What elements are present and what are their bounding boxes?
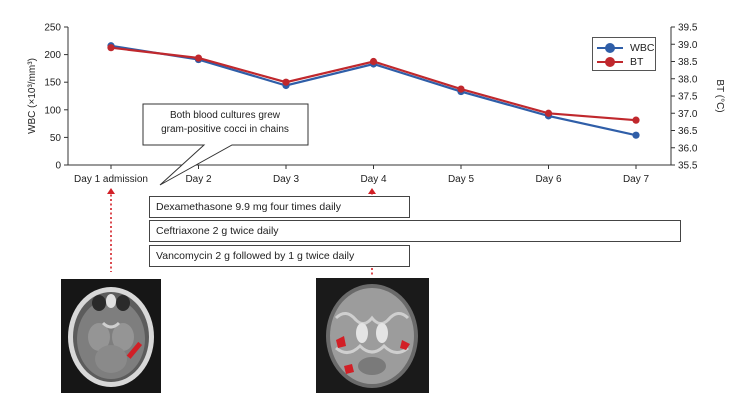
data-point-bt [544, 109, 553, 117]
y-right-tick-label: 36.5 [678, 126, 698, 137]
ct-scan-image [61, 279, 161, 393]
callout-line-2: gram-positive cocci in chains [161, 124, 289, 135]
y-left-tick-label: 250 [44, 23, 61, 34]
y-right-tick-label: 35.5 [678, 161, 698, 172]
y-left-tick-label: 0 [55, 161, 61, 172]
timeline-markers [107, 188, 376, 276]
x-tick-label: Day 1 admission [74, 174, 148, 185]
y-left-tick-label: 50 [50, 133, 62, 144]
ct-scan-icon [61, 279, 161, 393]
data-point-bt [282, 78, 290, 86]
data-point-bt [194, 54, 203, 62]
data-point-wbc [632, 131, 640, 139]
chart-axes: 0 50 100 150 200 250 35.5 36.0 36.5 37.0 37.5 38.0 3… [27, 23, 725, 186]
x-tick-label: Day 7 [623, 174, 650, 185]
chart-legend: WBC BT [592, 37, 656, 71]
data-point-bt [457, 85, 465, 93]
mri-scan-icon [316, 278, 429, 393]
mri-scan-image [316, 278, 429, 393]
x-tick-label: Day 3 [273, 174, 300, 185]
callout-line-1: Both blood cultures grew [170, 110, 281, 121]
legend-wbc-label: WBC [630, 42, 655, 54]
series-layer [107, 42, 640, 139]
y-left-tick-label: 150 [44, 78, 61, 89]
x-tick-label: Day 6 [535, 174, 562, 185]
data-point-bt [632, 116, 640, 124]
x-tick-label: Day 2 [185, 174, 212, 185]
x-tick-label: Day 5 [448, 174, 475, 185]
y-left-tick-label: 100 [44, 105, 61, 116]
callout-box [142, 103, 309, 186]
legend-item-wbc: WBC [597, 41, 655, 55]
y-axis-left-label: WBC (×10³/mm³) [27, 58, 38, 134]
y-right-tick-label: 38.0 [678, 74, 698, 85]
treatment-bar-vancomycin: Vancomycin 2 g followed by 1 g twice dai… [149, 245, 410, 267]
data-point-bt [369, 57, 378, 66]
day1-arrowhead [107, 188, 115, 194]
y-right-tick-label: 39.5 [678, 23, 698, 34]
y-right-tick-label: 39.0 [678, 40, 698, 51]
y-left-tick-label: 200 [44, 50, 61, 61]
treatment-bar-dexamethasone: Dexamethasone 9.9 mg four times daily [149, 196, 410, 218]
y-right-tick-label: 38.5 [678, 57, 698, 68]
legend-bt-marker [605, 57, 615, 67]
y-right-tick-label: 37.5 [678, 92, 698, 103]
y-right-tick-label: 36.0 [678, 143, 698, 154]
data-point-bt [107, 44, 115, 52]
y-right-tick-label: 37.0 [678, 109, 698, 120]
callout: Both blood cultures grew gram-positive c… [142, 103, 309, 186]
x-tick-label: Day 4 [360, 174, 387, 185]
legend-wbc-marker [605, 43, 615, 53]
treatment-bar-ceftriaxone: Ceftriaxone 2 g twice daily [149, 220, 681, 242]
legend-item-bt: BT [597, 55, 655, 69]
legend-bt-label: BT [630, 56, 644, 68]
y-axis-right-label: BT (°C) [714, 79, 725, 112]
day4-arrowhead [368, 188, 376, 194]
